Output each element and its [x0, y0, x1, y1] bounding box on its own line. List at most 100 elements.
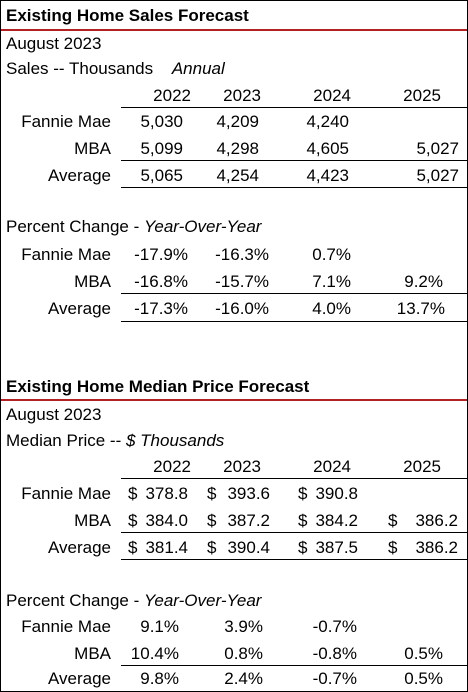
sales-pct-row-label: MBA — [74, 272, 111, 291]
price-pct-row-label: MBA — [74, 644, 111, 663]
sales-pct-cell: -16.0% — [215, 299, 269, 318]
price-pct-cell: -0.7% — [312, 617, 357, 636]
price-pct-label-italic: Year-Over-Year — [143, 591, 262, 610]
price-row-label: MBA — [74, 511, 111, 530]
currency-symbol: $ — [128, 484, 138, 503]
price-cell: 387.2 — [227, 511, 270, 530]
sales-cell: 4,298 — [216, 139, 259, 158]
sales-year-2022: 2022 — [153, 86, 191, 105]
sales-pct-label-italic: Year-Over-Year — [143, 217, 262, 236]
sales-row-label: Average — [47, 166, 111, 185]
sales-pct-cell: -16.3% — [215, 245, 269, 264]
currency-symbol: $ — [207, 538, 217, 557]
sales-row-label: Fannie Mae — [21, 112, 111, 131]
sales-cell: 4,423 — [306, 166, 349, 185]
sales-title: Existing Home Sales Forecast — [6, 6, 249, 25]
price-pct-cell: 0.5% — [404, 669, 443, 688]
sales-annual-label: Annual — [171, 59, 225, 78]
sales-year-2024: 2024 — [313, 86, 351, 105]
currency-symbol: $ — [298, 484, 308, 503]
price-cell: 381.4 — [145, 538, 188, 557]
price-title: Existing Home Median Price Forecast — [6, 377, 310, 396]
price-cell: 386.2 — [415, 538, 458, 557]
price-cell: 384.0 — [145, 511, 188, 530]
price-cell: 390.4 — [227, 538, 270, 557]
sales-pct-bottom-rule — [121, 321, 467, 322]
price-row-label: Fannie Mae — [21, 484, 111, 503]
sales-units-label: Sales -- Thousands Annual — [6, 59, 225, 79]
sales-pct-cell: 7.1% — [312, 272, 351, 291]
price-units-text: Median Price -- — [6, 431, 126, 450]
sales-bottom-rule — [121, 187, 467, 188]
price-date: August 2023 — [6, 405, 102, 424]
price-pct-cell: 2.4% — [224, 669, 263, 688]
currency-symbol: $ — [388, 538, 398, 557]
price-pct-cell: 9.1% — [140, 617, 179, 636]
sales-pct-cell: -17.3% — [134, 299, 188, 318]
price-title-underline — [1, 399, 467, 401]
price-pct-row-label: Average — [47, 669, 111, 688]
currency-symbol: $ — [128, 511, 138, 530]
currency-symbol: $ — [207, 484, 217, 503]
price-header-rule — [121, 478, 467, 479]
sales-pct-row-label: Fannie Mae — [21, 245, 111, 264]
sales-cell: 5,030 — [140, 112, 183, 131]
sales-pct-average-rule — [121, 293, 467, 294]
price-cell: 384.2 — [315, 511, 358, 530]
price-bottom-rule — [121, 559, 467, 560]
sales-pct-heading: Percent Change - Year-Over-Year — [6, 217, 261, 237]
sales-date: August 2023 — [6, 34, 102, 53]
sales-cell: 4,209 — [216, 112, 259, 131]
price-pct-cell: 3.9% — [224, 617, 263, 636]
currency-symbol: $ — [207, 511, 217, 530]
price-cell: 387.5 — [315, 538, 358, 557]
price-year-2023: 2023 — [223, 457, 261, 476]
sales-pct-row-label: Average — [47, 299, 111, 318]
sales-average-rule — [121, 160, 467, 161]
currency-symbol: $ — [388, 511, 398, 530]
price-pct-cell: 10.4% — [130, 644, 179, 663]
price-cell: 393.6 — [227, 484, 270, 503]
sales-pct-cell: 0.7% — [312, 245, 351, 264]
price-year-2024: 2024 — [313, 457, 351, 476]
sales-cell: 4,605 — [306, 139, 349, 158]
price-year-2022: 2022 — [153, 457, 191, 476]
price-cell: 386.2 — [415, 511, 458, 530]
sales-pct-cell: 9.2% — [404, 272, 443, 291]
sales-cell: 5,027 — [416, 139, 459, 158]
sales-pct-cell: -15.7% — [215, 272, 269, 291]
price-row-label: Average — [47, 538, 111, 557]
sales-cell: 5,099 — [140, 139, 183, 158]
sales-cell: 4,240 — [306, 112, 349, 131]
price-units-label: Median Price -- $ Thousands — [6, 431, 224, 451]
sales-header-rule — [121, 107, 467, 108]
sales-cell: 5,065 — [140, 166, 183, 185]
sales-cell: 4,254 — [216, 166, 259, 185]
currency-symbol: $ — [298, 511, 308, 530]
sales-pct-cell: -17.9% — [134, 245, 188, 264]
price-pct-row-label: Fannie Mae — [21, 617, 111, 636]
price-pct-average-rule — [121, 665, 467, 666]
price-year-2025: 2025 — [403, 457, 441, 476]
sales-units-text: Sales -- Thousands — [6, 59, 154, 78]
sales-cell: 5,027 — [416, 166, 459, 185]
price-pct-cell: -0.7% — [312, 669, 357, 688]
sales-pct-label: Percent Change - — [6, 217, 144, 236]
sales-title-underline — [1, 29, 467, 31]
price-units-italic: $ Thousands — [125, 431, 225, 450]
sales-row-label: MBA — [74, 139, 111, 158]
sales-year-2023: 2023 — [223, 86, 261, 105]
price-pct-cell: 9.8% — [140, 669, 179, 688]
price-pct-heading: Percent Change - Year-Over-Year — [6, 591, 261, 611]
currency-symbol: $ — [298, 538, 308, 557]
sales-pct-cell: 4.0% — [312, 299, 351, 318]
price-average-rule — [121, 532, 467, 533]
price-cell: 378.8 — [145, 484, 188, 503]
sales-pct-cell: -16.8% — [134, 272, 188, 291]
price-pct-cell: -0.8% — [312, 644, 357, 663]
price-pct-cell: 0.5% — [404, 644, 443, 663]
price-cell: 390.8 — [315, 484, 358, 503]
sales-pct-cell: 13.7% — [396, 299, 445, 318]
price-pct-cell: 0.8% — [224, 644, 263, 663]
